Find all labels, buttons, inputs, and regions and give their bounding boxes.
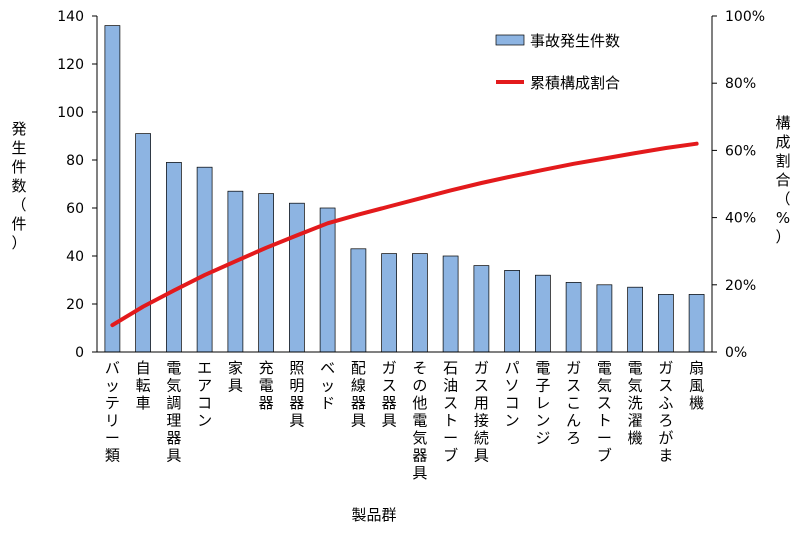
bar-16 [596,284,613,353]
category-label: 充電器 [259,359,274,412]
category-label: 家具 [228,359,243,395]
bar-series [104,25,705,353]
right-tick-label: 20% [725,278,756,294]
bar-17 [627,286,643,353]
legend-bar-swatch [495,34,525,46]
bar-6 [289,202,305,353]
right-tick-label: 80% [725,76,756,92]
axes [92,15,717,353]
category-label: ガス器具 [382,359,397,430]
bar-19 [688,294,705,353]
right-tick-label: 40% [725,211,756,227]
left-tick-label: 60 [66,201,84,217]
y2-axis-title-text: 構成割合（%） [775,114,790,246]
legend-line-label: 累積構成割合 [530,74,620,92]
y-axis-title-text: 発生件数（件） [11,120,26,252]
bar-10 [412,253,428,353]
category-label: ガスふろがま [658,359,673,465]
right-tick-label: 0% [725,345,747,361]
category-label: 扇風機 [689,359,704,412]
bar-8 [350,248,367,353]
category-label: エアコン [197,359,212,430]
legend: 事故発生件数 累積構成割合 [495,32,620,92]
left-tick-label: 80 [66,153,84,169]
bar-5 [258,193,274,353]
y-axis-title: 発生件数（件） [11,120,26,252]
category-label: 照明器具 [289,359,304,430]
category-label: バッテリー類 [105,359,120,465]
category-label: 石油ストーブ [443,359,458,465]
right-axis-ticks: 0% 20% 40% 60% 80% 100% [725,9,765,361]
category-label: 自転車 [136,359,151,412]
category-label: 電子レンジ [535,359,550,447]
bar-18 [658,294,674,353]
bar-13 [504,270,520,353]
category-label: その他電気器具 [412,359,427,482]
category-label: ベッド [320,359,335,412]
bar-2 [166,162,182,353]
category-label: 電気ストーブ [597,359,612,465]
left-tick-label: 100 [57,105,84,121]
category-label: 配線器具 [351,359,366,430]
bar-9 [381,253,397,353]
bar-12 [473,265,490,353]
category-label: 電気調理器具 [166,359,181,465]
right-tick-label: 100% [725,9,765,25]
left-tick-label: 20 [66,297,84,313]
bar-3 [196,166,213,353]
bar-7 [319,207,336,353]
right-tick-label: 60% [725,143,756,159]
bar-1 [135,133,151,353]
legend-bar-label: 事故発生件数 [530,32,620,50]
line-series [110,141,699,328]
bar-4 [227,190,244,353]
category-label: ガスこんろ [566,359,581,447]
x-axis-title: 製品群 [351,506,396,524]
bar-14 [535,274,551,353]
left-tick-label: 40 [66,249,84,265]
left-tick-label: 0 [75,345,84,361]
left-tick-label: 120 [57,57,84,73]
category-label: 電気洗濯機 [628,359,643,447]
bar-15 [565,282,582,353]
category-label: パソコン [505,359,520,430]
left-axis-ticks: 0 20 40 60 80 100 120 140 [57,9,84,361]
category-label: ガス用接続具 [474,359,489,465]
left-tick-label: 140 [57,9,84,25]
y2-axis-title: 構成割合（%） [775,114,790,246]
bar-0 [104,25,121,353]
bar-11 [442,255,459,353]
cumulative-line [110,141,699,328]
